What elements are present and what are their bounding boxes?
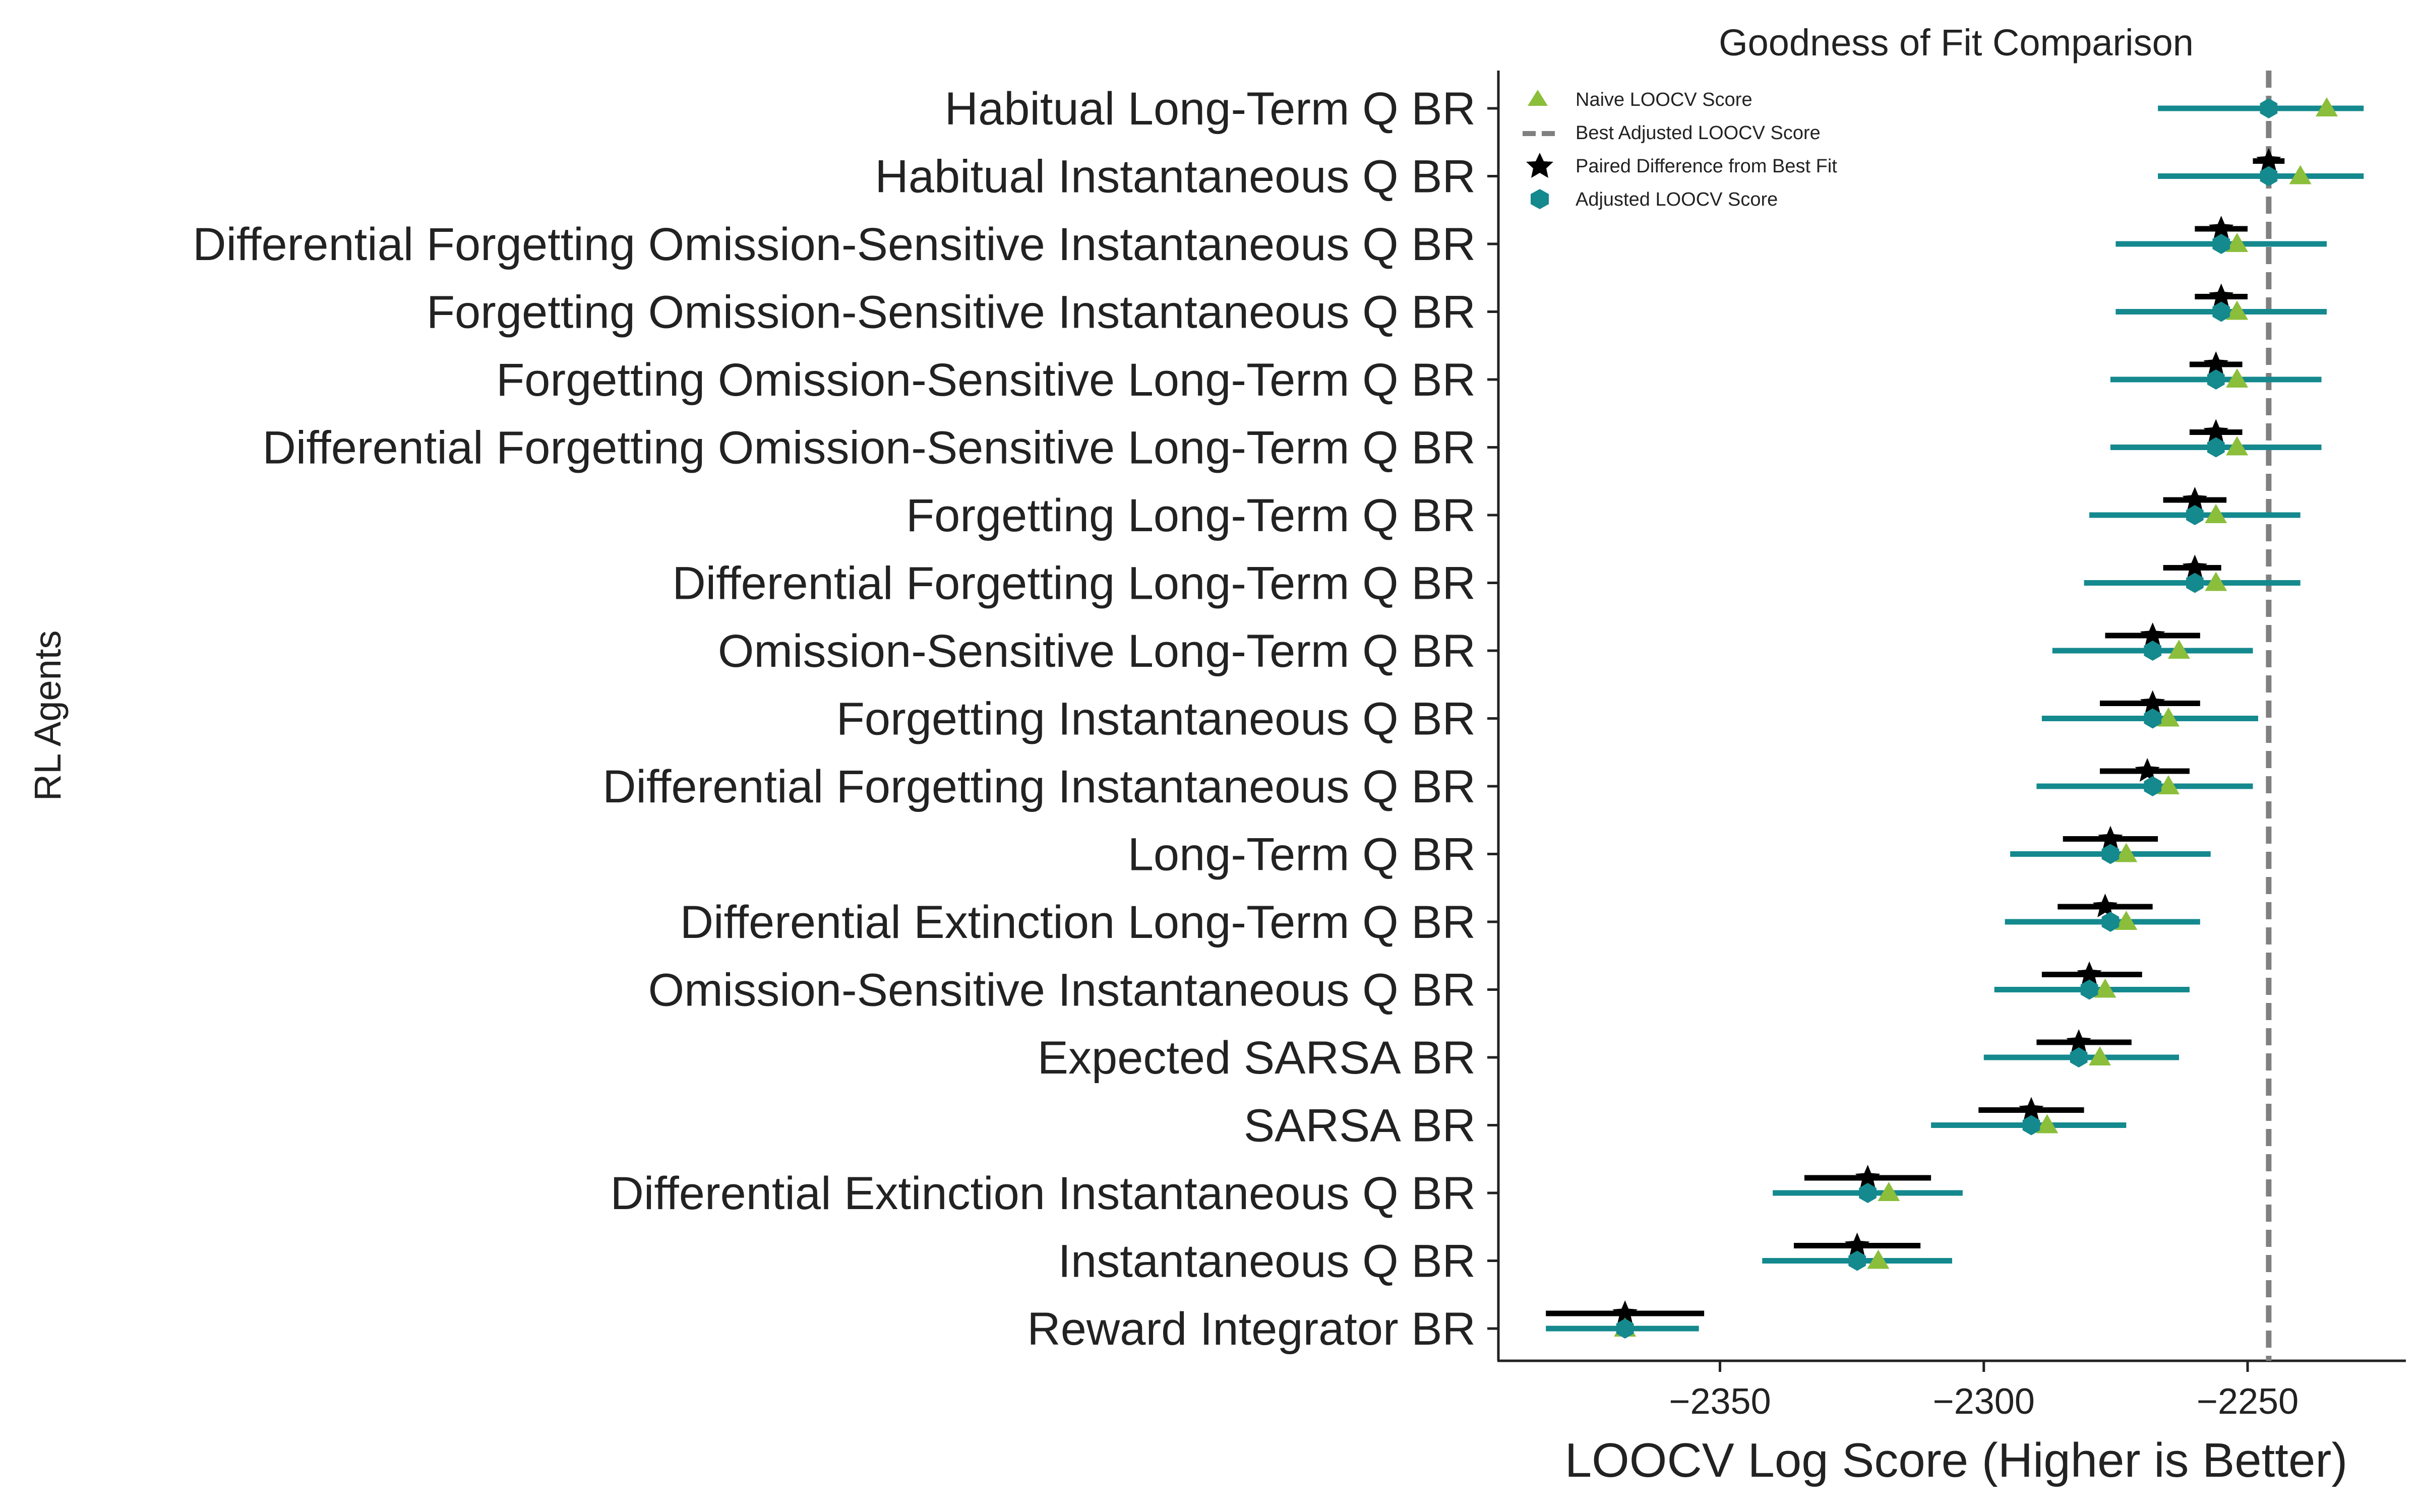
adjusted-hexagon-point <box>2022 1115 2040 1136</box>
legend-triangle-marker <box>1528 90 1548 106</box>
adjusted-hexagon-point <box>2212 234 2230 254</box>
adjusted-hexagon-point <box>2101 912 2120 932</box>
paired-diff-star <box>2092 894 2118 917</box>
adjusted-hexagon-point <box>1848 1250 1866 1271</box>
legend: Naive LOOCV Score Best Adjusted LOOCV Sc… <box>1523 89 1837 210</box>
x-tick-label: −2250 <box>2197 1381 2298 1422</box>
y-tick-label: Forgetting Long-Term Q BR <box>906 490 1476 541</box>
x-ticks: −2350 −2300 −2250 <box>1669 1361 2298 1422</box>
naive-triangle-point <box>1878 1182 1900 1201</box>
legend-label-paired: Paired Difference from Best Fit <box>1576 156 1837 177</box>
paired-diff-star <box>2140 690 2165 714</box>
y-tick-label: SARSA BR <box>1244 1100 1476 1152</box>
y-tick-label: Differential Extinction Long-Term Q BR <box>680 897 1476 948</box>
naive-triangle-point <box>2168 640 2190 659</box>
x-axis-label: LOOCV Log Score (Higher is Better) <box>1565 1433 2348 1487</box>
y-tick-label: Forgetting Omission-Sensitive Instantane… <box>427 287 1476 338</box>
adjusted-hexagon-point <box>2080 979 2098 1000</box>
adjusted-hexagon-point <box>2207 437 2225 458</box>
adjusted-hexagon-point <box>2144 708 2161 729</box>
adjusted-hexagon-point <box>2212 301 2230 322</box>
paired-diff-star <box>2140 622 2165 646</box>
paired-diff-star <box>2209 283 2234 307</box>
y-tick-label: Differential Extinction Instantaneous Q … <box>610 1168 1476 1219</box>
paired-diff-star <box>2077 961 2102 985</box>
adjusted-hexagon-point <box>2144 776 2161 796</box>
y-tick-label: Expected SARSA BR <box>1038 1032 1476 1084</box>
legend-hexagon-marker <box>1531 189 1549 209</box>
legend-label-naive: Naive LOOCV Score <box>1576 89 1752 110</box>
naive-triangle-point <box>2226 368 2249 388</box>
naive-triangle-point <box>2316 97 2338 116</box>
paired-diff-star <box>2182 554 2208 579</box>
y-tick-label: Omission-Sensitive Instantaneous Q BR <box>648 965 1476 1016</box>
adjusted-hexagon-point <box>2260 166 2278 186</box>
legend-item-paired: Paired Difference from Best Fit <box>1526 153 1837 178</box>
chart-marks <box>1546 71 2364 1361</box>
legend-label-best: Best Adjusted LOOCV Score <box>1576 122 1821 144</box>
legend-item-naive: Naive LOOCV Score <box>1528 89 1752 110</box>
naive-triangle-point <box>2115 843 2138 862</box>
naive-triangle-point <box>2094 978 2116 998</box>
paired-diff-star <box>2209 216 2234 239</box>
paired-diff-star <box>1844 1232 1870 1256</box>
paired-diff-star <box>2256 148 2281 172</box>
x-tick-label: −2300 <box>1933 1381 2035 1422</box>
y-axis-label: RL Agents <box>27 631 69 801</box>
y-tick-label: Reward Integrator BR <box>1027 1303 1476 1355</box>
legend-item-best: Best Adjusted LOOCV Score <box>1523 122 1821 144</box>
y-tick-label: Habitual Instantaneous Q BR <box>875 151 1476 203</box>
naive-triangle-point <box>2289 165 2312 184</box>
paired-diff-star <box>2098 826 2123 850</box>
naive-triangle-point <box>2157 707 2180 727</box>
y-tick-label: Differential Forgetting Long-Term Q BR <box>672 558 1476 609</box>
legend-label-adjusted: Adjusted LOOCV Score <box>1576 189 1778 210</box>
legend-star-marker <box>1526 153 1553 178</box>
naive-triangle-point <box>1867 1249 1890 1269</box>
legend-item-adjusted: Adjusted LOOCV Score <box>1531 189 1778 210</box>
y-tick-label: Omission-Sensitive Long-Term Q BR <box>718 625 1476 677</box>
y-tick-label: Long-Term Q BR <box>1128 829 1476 880</box>
paired-diff-star <box>2182 487 2208 511</box>
adjusted-hexagon-point <box>1616 1318 1634 1339</box>
adjusted-hexagon-point <box>2144 641 2161 661</box>
y-tick-label: Forgetting Omission-Sensitive Long-Term … <box>496 354 1476 406</box>
paired-diff-star <box>2135 758 2160 782</box>
naive-triangle-point <box>2157 775 2180 794</box>
y-ticks: Habitual Long-Term Q BR Habitual Instanta… <box>193 83 1498 1355</box>
naive-triangle-point <box>2036 1114 2059 1133</box>
adjusted-hexagon-point <box>2070 1047 2088 1067</box>
adjusted-hexagon-point <box>2186 505 2204 525</box>
y-tick-label: Instantaneous Q BR <box>1058 1236 1476 1287</box>
paired-diff-star <box>1612 1300 1638 1324</box>
naive-triangle-point <box>2205 504 2227 523</box>
naive-triangle-point <box>2226 436 2249 456</box>
paired-diff-star <box>2019 1097 2044 1121</box>
axes <box>1497 71 2406 1362</box>
adjusted-hexagon-point <box>2101 844 2120 864</box>
x-tick-label: −2350 <box>1669 1381 1771 1422</box>
paired-diff-star <box>1855 1165 1881 1188</box>
paired-diff-star <box>2203 419 2228 443</box>
adjusted-hexagon-point <box>2207 369 2225 390</box>
adjusted-hexagon-point <box>2186 573 2204 593</box>
paired-diff-star <box>2203 351 2228 375</box>
naive-triangle-point <box>2226 300 2249 320</box>
naive-triangle-point <box>2115 911 2138 930</box>
adjusted-hexagon-point <box>1859 1183 1877 1203</box>
chart-title: Goodness of Fit Comparison <box>1719 22 2194 64</box>
y-tick-label: Differential Forgetting Omission-Sensiti… <box>193 219 1476 270</box>
naive-triangle-point <box>2205 572 2227 591</box>
y-tick-label: Differential Forgetting Omission-Sensiti… <box>262 422 1476 474</box>
y-tick-label: Differential Forgetting Instantaneous Q … <box>602 761 1476 812</box>
naive-triangle-point <box>2089 1046 2111 1065</box>
paired-diff-star <box>2066 1029 2091 1053</box>
y-tick-label: Habitual Long-Term Q BR <box>945 83 1476 135</box>
adjusted-hexagon-point <box>2260 98 2278 118</box>
naive-triangle-point <box>2226 233 2249 252</box>
y-tick-label: Forgetting Instantaneous Q BR <box>836 694 1476 745</box>
